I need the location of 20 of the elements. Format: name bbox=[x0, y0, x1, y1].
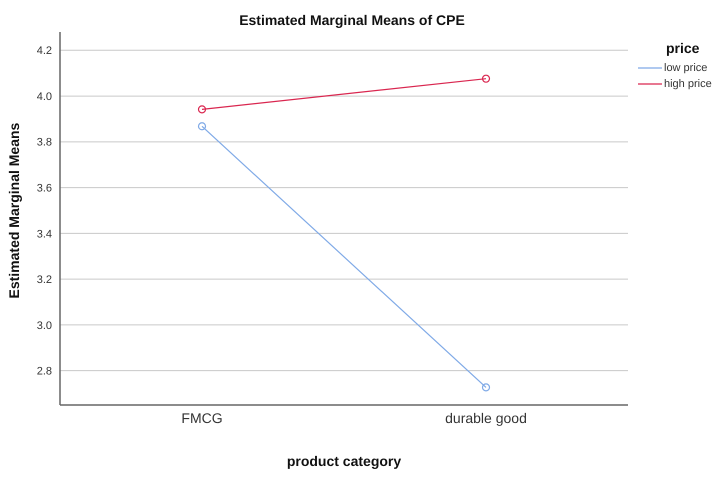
legend-label: low price bbox=[664, 61, 708, 76]
point bbox=[198, 122, 206, 130]
y-tick-label: 4.0 bbox=[36, 90, 52, 103]
legend-label: high price bbox=[664, 77, 712, 92]
y-tick-label: 2.8 bbox=[36, 366, 52, 378]
y-tick-label: 3.4 bbox=[36, 228, 52, 240]
point bbox=[198, 105, 206, 114]
x-tick-label: FMCG bbox=[181, 410, 223, 426]
y-tick-label: 3.8 bbox=[36, 136, 52, 149]
y-tick-label: 3.0 bbox=[36, 320, 52, 332]
y-axis-title: Estimated Marginal Means bbox=[6, 122, 22, 298]
legend-title: price bbox=[666, 40, 700, 56]
y-tick-label: 3.2 bbox=[36, 274, 52, 286]
point bbox=[482, 74, 490, 83]
y-tick-label: 4.2 bbox=[36, 45, 52, 58]
x-tick-label: durable good bbox=[445, 410, 527, 426]
x-axis-title: product category bbox=[286, 453, 402, 469]
y-tick-label: 3.6 bbox=[36, 182, 52, 195]
chart-title: Estimated Marginal Means of CPE bbox=[238, 12, 466, 28]
point bbox=[482, 383, 490, 392]
